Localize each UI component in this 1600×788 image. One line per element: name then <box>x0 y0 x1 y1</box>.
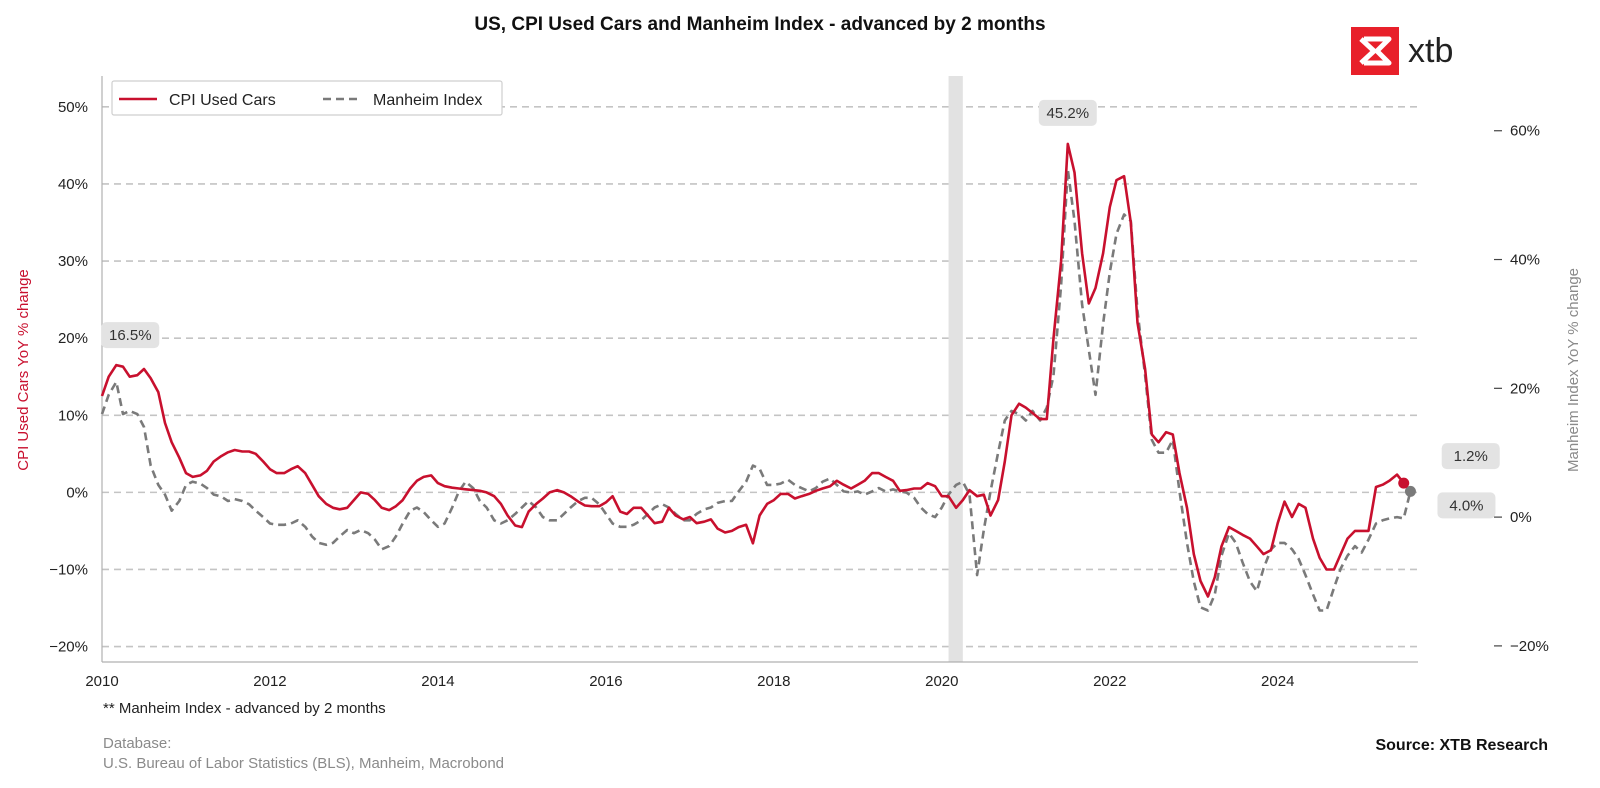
y-right-tick-label-3: 0% <box>1510 509 1532 526</box>
y-left-tick-label-1: 40% <box>58 176 88 193</box>
y-right-tick-label-2: 20% <box>1510 380 1540 397</box>
axes <box>101 76 1418 663</box>
series-end-point-1 <box>1404 485 1416 497</box>
legend: CPI Used Cars Manheim Index <box>111 80 503 116</box>
y-right-tick-label-1: 40% <box>1510 252 1540 269</box>
y-left-tick-label-6: −10% <box>49 561 88 578</box>
legend-box <box>111 80 503 116</box>
legend-label-manheim: Manheim Index <box>373 92 482 109</box>
legend-label-cpi: CPI Used Cars <box>169 92 276 109</box>
annotation-box-2 <box>1441 443 1500 470</box>
x-tick-label-4: 2018 <box>757 673 790 690</box>
y-left-tick-label-3: 20% <box>58 330 88 347</box>
y-axis-left-label: CPI Used Cars YoY % change <box>15 269 32 471</box>
x-tick-label-1: 2012 <box>253 673 286 690</box>
x-tick-label-7: 2024 <box>1261 673 1294 690</box>
annotation-label-2: 1.2% <box>1454 448 1488 465</box>
x-tick-label-6: 2022 <box>1093 673 1126 690</box>
database-sources: U.S. Bureau of Labor Statistics (BLS), M… <box>103 755 504 772</box>
annotation-box-0 <box>101 322 160 349</box>
annotation-label-3: 4.0% <box>1449 497 1483 514</box>
x-tick-label-5: 2020 <box>925 673 958 690</box>
x-tick-label-0: 2010 <box>85 673 118 690</box>
series-line-manheim-index <box>100 168 1412 612</box>
y-left-tick-label-2: 30% <box>58 253 88 270</box>
source-label: Source: XTB Research <box>1375 737 1548 754</box>
annotation-box-3 <box>1437 492 1496 519</box>
y-right-tick-label-4: −20% <box>1510 638 1549 655</box>
annotation-box-1 <box>1038 99 1097 126</box>
logo-text: xtb <box>1408 32 1453 70</box>
y-left-tick-label-5: 0% <box>66 484 88 501</box>
x-tick-label-2: 2014 <box>421 673 454 690</box>
y-left-tick-label-4: 10% <box>58 407 88 424</box>
annotations: 16.5% 45.2% 1.2% 4.0% <box>101 99 1500 519</box>
y-left-tick-label-0: 50% <box>58 99 88 116</box>
database-label: Database: <box>103 735 171 752</box>
y-left-tick-label-7: −20% <box>49 639 88 656</box>
footnote: ** Manheim Index - advanced by 2 months <box>103 700 386 717</box>
annotation-label-1: 45.2% <box>1047 105 1090 122</box>
chart-title: US, CPI Used Cars and Manheim Index - ad… <box>474 14 1045 35</box>
y-right-tick-label-0: 60% <box>1510 123 1540 140</box>
x-tick-label-3: 2016 <box>589 673 622 690</box>
tick-labels: 50% 40% 30% 20% 10% 0% −10% −20% 60% 40% 20% 0% −20%… <box>49 99 1549 690</box>
xtb-logo: xtb <box>1351 27 1453 75</box>
series-lines <box>100 142 1416 612</box>
series-line-cpi-used-cars <box>100 142 1405 598</box>
series-end-point-0 <box>1398 477 1410 489</box>
annotation-label-0: 16.5% <box>109 327 152 344</box>
recession-band <box>948 76 963 662</box>
y-axis-right-label: Manheim Index YoY % change <box>1565 268 1582 472</box>
